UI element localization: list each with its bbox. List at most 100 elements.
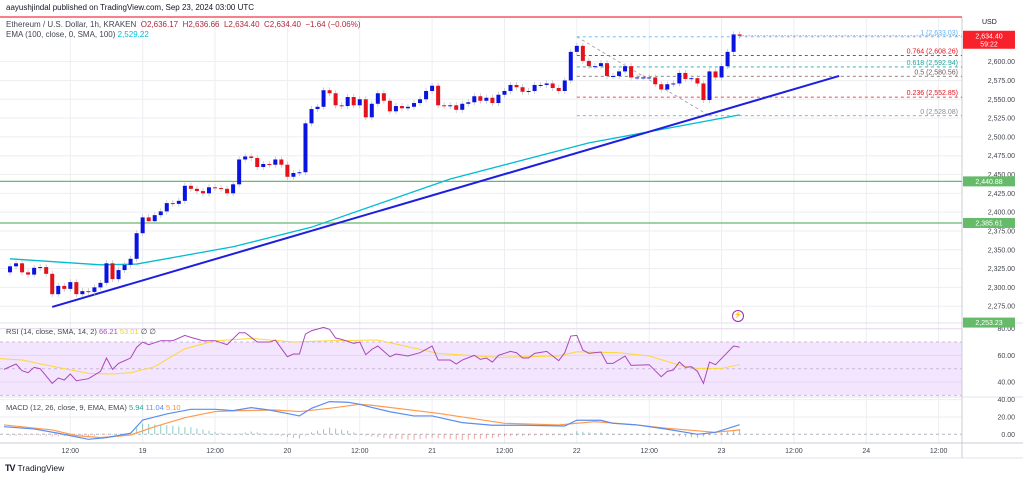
macd-histogram-bar xyxy=(105,434,107,435)
candle xyxy=(225,188,230,194)
candle xyxy=(502,90,507,95)
macd-histogram-bar xyxy=(401,434,403,440)
symbol-legend[interactable]: Ethereum / U.S. Dollar, 1h, KRAKEN O2,63… xyxy=(6,20,361,29)
macd-histogram-bar xyxy=(15,434,17,436)
candle xyxy=(315,106,320,110)
candle xyxy=(285,164,290,177)
macd-histogram-bar xyxy=(341,429,343,435)
candle xyxy=(496,94,501,104)
macd-histogram-bar xyxy=(262,433,264,435)
candle xyxy=(369,103,374,118)
macd-histogram-bar xyxy=(250,431,252,435)
macd-histogram-bar xyxy=(419,434,421,440)
macd-histogram-bar xyxy=(317,430,319,435)
rsi-sma-value: 53.01 xyxy=(119,327,139,336)
support-price-tag xyxy=(963,176,1015,187)
candle xyxy=(617,71,622,76)
candle xyxy=(436,85,441,106)
tradingview-footer[interactable]: TV TradingView xyxy=(5,463,64,473)
last-price-tag-text: 2,634.40 xyxy=(975,33,1002,40)
macd-histogram-bar xyxy=(702,434,704,437)
candle xyxy=(32,267,37,275)
candle xyxy=(188,185,193,189)
price-tick-label: 2,275.00 xyxy=(988,304,1015,311)
candle xyxy=(26,272,31,275)
candle xyxy=(556,87,561,91)
candle xyxy=(351,97,356,106)
candle xyxy=(50,273,55,295)
candle xyxy=(725,51,730,67)
macd-histogram-bar xyxy=(666,434,668,436)
macd-histogram-bar xyxy=(443,434,445,439)
price-tick-label: 2,400.00 xyxy=(988,210,1015,217)
macd-histogram-bar xyxy=(39,434,41,436)
candle xyxy=(206,187,211,194)
macd-histogram-bar xyxy=(160,424,162,435)
candle xyxy=(689,78,694,80)
macd-histogram-bar xyxy=(522,434,524,436)
candle xyxy=(532,84,537,91)
macd-histogram-bar xyxy=(112,434,114,435)
candle xyxy=(122,264,127,271)
macd-histogram-bar xyxy=(244,432,246,435)
candle xyxy=(490,97,495,104)
macd-histogram-bar xyxy=(27,434,29,436)
bullish-trendline xyxy=(51,74,840,308)
ema-label: EMA (100, close, 0, SMA, 100) xyxy=(6,30,116,39)
macd-value: 11.04 xyxy=(145,403,164,412)
candle xyxy=(375,93,380,104)
macd-histogram-bar xyxy=(178,426,180,435)
publish-info: aayushjindal published on TradingView.co… xyxy=(6,3,255,12)
macd-legend[interactable]: MACD (12, 26, close, 9, EMA, EMA) 5.94 1… xyxy=(6,403,181,412)
macd-histogram-bar xyxy=(431,434,433,438)
price-tick-label: 2,525.00 xyxy=(988,116,1015,123)
macd-histogram-bar xyxy=(208,430,210,435)
macd-tick-label: 20.00 xyxy=(997,414,1015,421)
candle xyxy=(231,184,236,194)
macd-histogram-bar xyxy=(304,434,306,436)
fib-level-label: 0.764 (2,608.26) xyxy=(907,48,958,55)
candle xyxy=(110,263,115,280)
rsi-extra: ∅ ∅ xyxy=(140,327,156,336)
candle xyxy=(641,77,646,79)
candle xyxy=(713,71,718,78)
macd-histogram-bar xyxy=(69,434,71,436)
candle xyxy=(405,106,410,109)
macd-histogram-bar xyxy=(214,432,216,435)
candle xyxy=(478,96,483,101)
rsi-legend[interactable]: RSI (14, close, SMA, 14, 2) 66.21 53.01 … xyxy=(6,327,156,336)
macd-histogram-bar xyxy=(540,434,542,436)
macd-histogram-bar xyxy=(202,429,204,435)
ohlc-high: H2,636.66 xyxy=(182,20,220,29)
macd-signal-value: 5.10 xyxy=(165,403,181,412)
price-tick-label: 2,450.00 xyxy=(988,172,1015,179)
rsi-label: RSI (14, close, SMA, 14, 2) xyxy=(6,327,97,336)
price-tick-label: 2,500.00 xyxy=(988,134,1015,141)
candle xyxy=(707,71,712,101)
macd-histogram-bar xyxy=(654,434,656,435)
macd-histogram-bar xyxy=(220,432,222,435)
candle xyxy=(677,72,682,84)
candle xyxy=(683,72,688,79)
candle xyxy=(56,285,61,295)
macd-histogram-bar xyxy=(81,434,83,437)
time-tick-label: 21 xyxy=(428,448,436,455)
ema-legend[interactable]: EMA (100, close, 0, SMA, 100) 2,529.22 xyxy=(6,30,149,39)
macd-histogram-bar xyxy=(739,429,741,435)
symbol-name: Ethereum / U.S. Dollar, 1h, KRAKEN xyxy=(6,20,137,29)
macd-histogram-bar xyxy=(365,434,367,436)
candle xyxy=(339,105,344,107)
candle xyxy=(484,97,489,101)
macd-histogram-bar xyxy=(323,429,325,435)
candle xyxy=(412,103,417,107)
time-tick-label: 22 xyxy=(573,448,581,455)
lightning-icon[interactable]: ⚡ xyxy=(732,310,744,322)
macd-histogram-bar xyxy=(624,434,626,435)
fib-level-label: 0.5 (2,580.56) xyxy=(914,69,958,76)
macd-histogram-bar xyxy=(546,434,548,436)
macd-histogram-bar xyxy=(582,431,584,435)
currency-label[interactable]: USD xyxy=(982,19,997,26)
macd-histogram-bar xyxy=(612,434,614,435)
macd-histogram-bar xyxy=(154,424,156,435)
